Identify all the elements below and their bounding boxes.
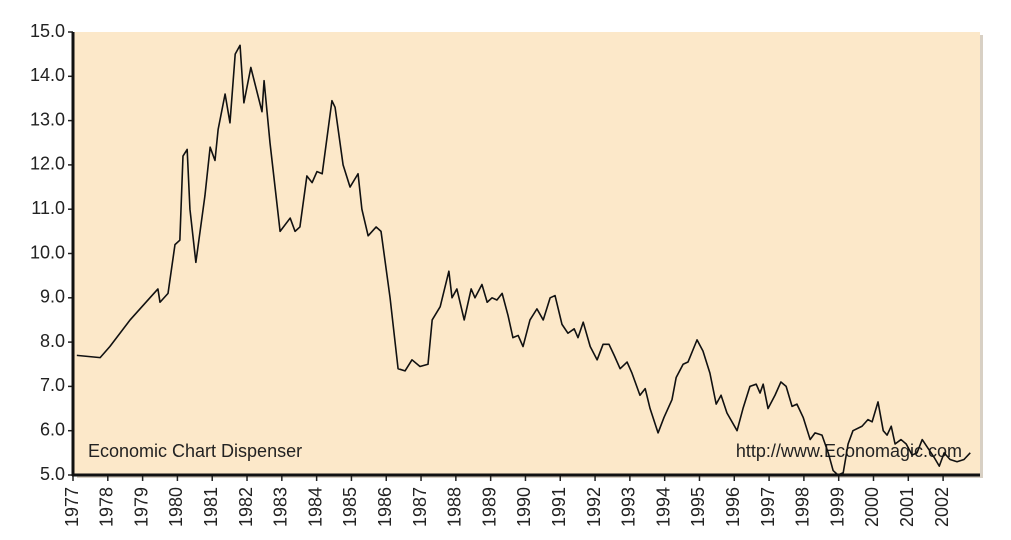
y-tick-label: 8.0 (40, 331, 65, 351)
x-tick-label: 1993 (619, 487, 639, 527)
x-tick-label: 1981 (201, 487, 221, 527)
x-tick-label: 1987 (410, 487, 430, 527)
y-tick-label: 10.0 (30, 242, 65, 262)
data-line (76, 44, 971, 476)
x-tick-label: 2001 (897, 487, 917, 527)
x-tick-label: 1977 (62, 487, 82, 527)
y-tick-label: 13.0 (30, 109, 65, 129)
x-tick-label: 2000 (862, 487, 882, 527)
y-tick-label: 7.0 (40, 375, 65, 395)
y-tick-label: 11.0 (31, 198, 65, 218)
x-tick-label: 1991 (549, 487, 569, 527)
x-tick-label: 1980 (166, 487, 186, 527)
x-tick-label: 1989 (479, 487, 499, 527)
x-tick-label: 1998 (793, 487, 813, 527)
x-tick-label: 1992 (584, 487, 604, 527)
annotation: http://www.Economagic.com (736, 441, 962, 461)
y-tick-label: 15.0 (30, 21, 65, 41)
y-tick-label: 5.0 (40, 464, 65, 484)
x-tick-label: 1988 (445, 487, 465, 527)
x-tick-label: 1983 (271, 487, 291, 527)
x-tick-label: 1979 (131, 487, 151, 527)
y-tick-label: 12.0 (30, 154, 65, 174)
x-tick-label: 1994 (653, 487, 673, 527)
y-tick-label: 14.0 (30, 65, 65, 85)
x-tick-label: 1996 (723, 487, 743, 527)
x-tick-label: 1995 (688, 487, 708, 527)
x-tick-label: 1986 (375, 487, 395, 527)
x-tick-label: 1984 (305, 487, 325, 527)
x-tick-label: 1985 (340, 487, 360, 527)
y-tick-label: 9.0 (40, 287, 65, 307)
y-tick-label: 6.0 (40, 419, 65, 439)
x-tick-label: 2002 (932, 487, 952, 527)
x-tick-label: 1982 (236, 487, 256, 527)
annotation: Economic Chart Dispenser (88, 441, 302, 461)
x-tick-label: 1997 (758, 487, 778, 527)
x-tick-label: 1990 (514, 487, 534, 527)
plot-area (73, 32, 980, 475)
x-tick-label: 1978 (97, 487, 117, 527)
x-tick-label: 1999 (827, 487, 847, 527)
